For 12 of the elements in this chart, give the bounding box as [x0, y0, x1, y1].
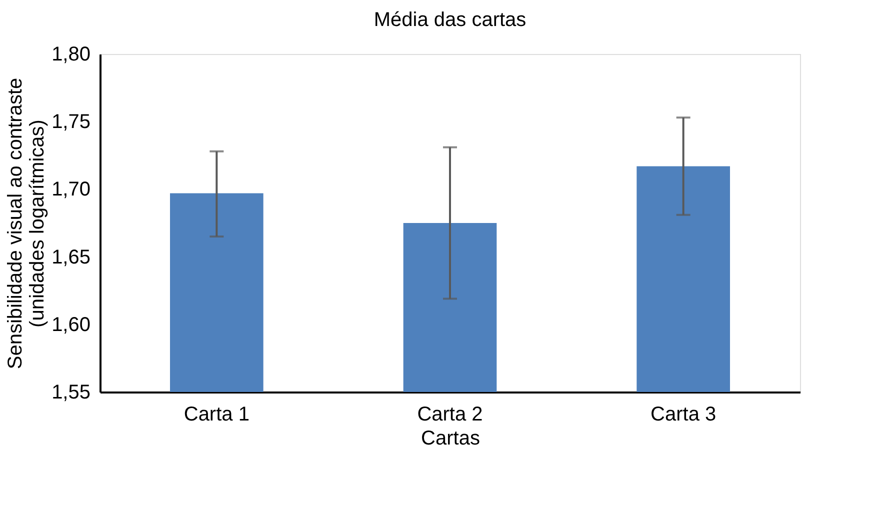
y-tick-label: 1,70 [52, 178, 90, 201]
y-tick-label: 1,55 [52, 382, 90, 404]
x-tick-label: Carta 3 [650, 404, 716, 426]
y-tick-label: 1,60 [52, 314, 90, 336]
x-tick-label: Carta 2 [417, 404, 483, 426]
chart-title: Média das cartas [374, 9, 526, 31]
y-tick-label: 1,65 [52, 246, 90, 268]
y-axis-title: Sensibilidade visual ao contraste (unidades logarítmicas) [4, 78, 49, 370]
y-tick-label: 1,75 [52, 111, 90, 134]
x-tick-label: Carta 1 [184, 404, 250, 426]
x-axis-title: Cartas [421, 428, 480, 450]
y-tick-label: 1,80 [52, 44, 90, 66]
